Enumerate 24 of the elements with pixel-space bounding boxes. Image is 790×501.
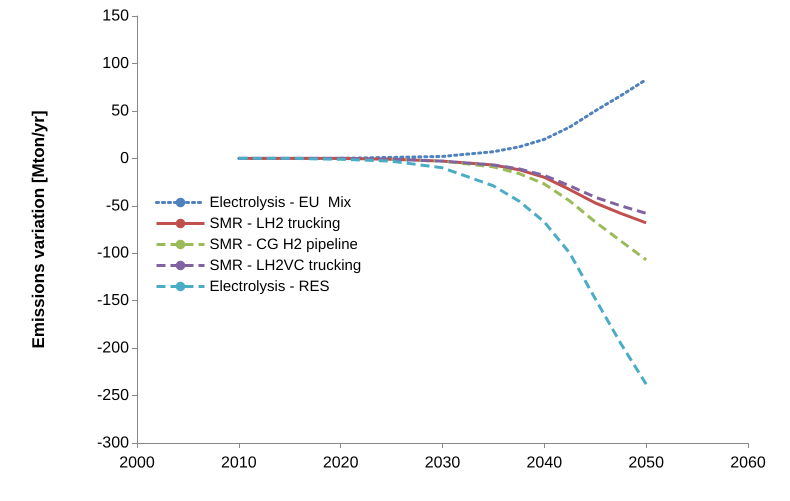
y-tick-label: -200 bbox=[96, 340, 130, 357]
y-tick-label: 150 bbox=[102, 8, 130, 24]
y-tick-label: -150 bbox=[96, 292, 130, 310]
x-tick-label: 2010 bbox=[221, 454, 257, 472]
line-series bbox=[390, 158, 648, 262]
y-axis-title: Emissions variation [Mton/yr] bbox=[29, 110, 48, 349]
x-tick-label: 2060 bbox=[730, 454, 766, 472]
legend-label: SMR - LH2VC trucking bbox=[210, 257, 362, 274]
x-tick-label: 2050 bbox=[628, 454, 664, 472]
y-tick-label: 0 bbox=[120, 150, 130, 167]
y-tick-label: -250 bbox=[96, 387, 130, 404]
x-tick-label: 2040 bbox=[526, 454, 562, 472]
x-tick-label: 2020 bbox=[322, 454, 359, 472]
legend-label: SMR - LH2 trucking bbox=[210, 215, 340, 232]
legend-label: Electrolysis - EU Mix bbox=[210, 194, 352, 211]
y-tick-label: -100 bbox=[96, 244, 130, 262]
y-tick-label: -50 bbox=[106, 197, 130, 214]
y-tick-label: 100 bbox=[102, 54, 130, 72]
y-tick-label: -300 bbox=[96, 434, 130, 452]
legend-label: SMR - CG H2 pipeline bbox=[210, 236, 358, 253]
legend-label: Electrolysis - RES bbox=[210, 278, 330, 295]
x-tick-label: 2000 bbox=[119, 454, 155, 472]
x-tick-label: 2030 bbox=[424, 454, 460, 472]
y-tick-label: 50 bbox=[111, 102, 130, 120]
